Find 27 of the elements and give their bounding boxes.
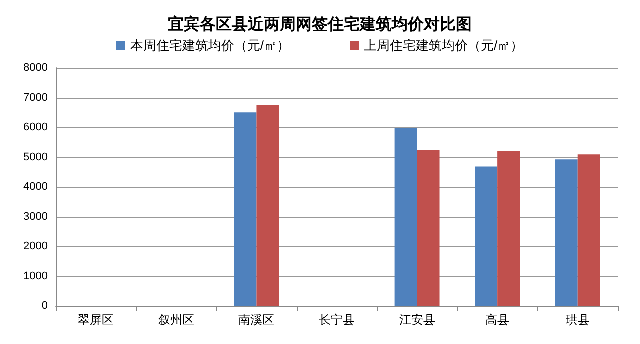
- bar: [394, 128, 418, 306]
- x-tick-label: 长宁县: [319, 313, 355, 327]
- chart-title: 宜宾各区县近两周网签住宅建筑均价对比图: [168, 14, 472, 34]
- x-tick-label: 高县: [486, 313, 510, 327]
- x-tick-label: 翠屏区: [78, 313, 114, 327]
- x-tick-label: 叙州区: [158, 313, 194, 327]
- x-tick-label: 珙县: [566, 313, 590, 327]
- bar: [475, 166, 498, 306]
- y-tick-label: 7000: [24, 92, 48, 104]
- legend-label: 本周住宅建筑均价（元/㎡）: [130, 38, 290, 53]
- bar: [256, 105, 280, 306]
- bar: [578, 154, 600, 306]
- x-tick-label: 江安县: [399, 313, 436, 327]
- x-tick-label: 南溪区: [238, 313, 275, 327]
- bar: [498, 151, 520, 306]
- y-tick-label: 5000: [24, 151, 48, 164]
- legend-label: 上周住宅建筑均价（元/㎡）: [364, 38, 524, 53]
- y-tick-label: 3000: [24, 210, 48, 223]
- y-tick-label: 2000: [24, 240, 48, 252]
- y-tick-label: 1000: [24, 270, 48, 282]
- y-tick-label: 4000: [24, 181, 48, 193]
- y-tick-label: 0: [42, 300, 48, 312]
- bar: [555, 160, 578, 306]
- bar: [417, 150, 440, 306]
- y-tick-label: 6000: [24, 122, 48, 134]
- y-tick-label: 8000: [24, 62, 48, 74]
- bar: [234, 112, 257, 306]
